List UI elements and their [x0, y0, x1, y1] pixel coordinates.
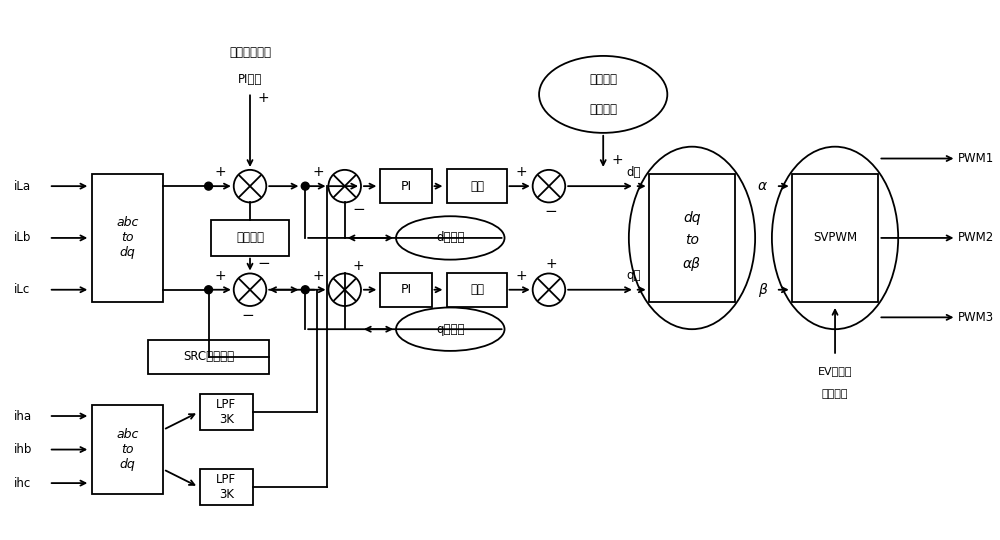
Text: d轴: d轴	[626, 166, 641, 179]
Circle shape	[234, 170, 266, 202]
Text: 限幅: 限幅	[470, 180, 484, 193]
Text: PI: PI	[400, 284, 411, 296]
Ellipse shape	[396, 307, 505, 351]
Ellipse shape	[539, 56, 667, 133]
Text: LPF
3K: LPF 3K	[216, 398, 236, 426]
Circle shape	[301, 286, 309, 294]
Text: αβ: αβ	[683, 256, 701, 271]
Text: SVPWM: SVPWM	[813, 232, 857, 245]
Bar	[92, 174, 163, 302]
Text: 限幅: 限幅	[470, 284, 484, 296]
Text: β: β	[758, 283, 767, 297]
Text: +: +	[312, 165, 324, 179]
Text: −: −	[242, 308, 254, 323]
Circle shape	[328, 273, 361, 306]
Text: iLb: iLb	[14, 232, 32, 245]
Bar	[447, 273, 507, 307]
Text: dq: dq	[683, 211, 701, 225]
Text: ihb: ihb	[14, 443, 33, 456]
Text: +: +	[545, 257, 557, 271]
Bar	[447, 170, 507, 203]
Text: 功率因素: 功率因素	[236, 232, 264, 245]
Text: abc
to
dq: abc to dq	[116, 428, 139, 471]
Text: +: +	[353, 259, 364, 273]
Text: +: +	[257, 91, 269, 105]
Text: +: +	[515, 165, 527, 179]
Bar	[792, 174, 878, 302]
Circle shape	[205, 182, 213, 190]
Text: d轴解耦: d轴解耦	[436, 232, 465, 245]
Text: abc
to
dq: abc to dq	[116, 217, 139, 259]
Text: iLa: iLa	[14, 180, 31, 193]
Circle shape	[533, 170, 565, 202]
Text: +: +	[215, 165, 226, 179]
Bar	[211, 220, 289, 256]
Text: q轴解耦: q轴解耦	[436, 323, 465, 336]
Text: q轴: q轴	[626, 269, 641, 282]
Text: +: +	[515, 269, 527, 283]
Bar	[200, 394, 253, 430]
Text: 周期计数: 周期计数	[822, 389, 848, 399]
Circle shape	[301, 182, 309, 190]
Text: +: +	[312, 269, 324, 283]
Bar	[148, 340, 269, 374]
Bar	[200, 469, 253, 505]
Circle shape	[328, 170, 361, 202]
Text: −: −	[352, 202, 365, 217]
Text: SRC投切电流: SRC投切电流	[183, 350, 234, 363]
Text: LPF
3K: LPF 3K	[216, 473, 236, 501]
Circle shape	[234, 273, 266, 306]
Text: PWM2: PWM2	[958, 232, 995, 245]
Bar	[92, 405, 163, 494]
Bar	[649, 174, 735, 302]
Text: to: to	[685, 233, 699, 247]
Ellipse shape	[396, 216, 505, 260]
Text: +: +	[611, 152, 623, 166]
Text: iLc: iLc	[14, 284, 30, 296]
Bar	[380, 170, 432, 203]
Text: PI: PI	[400, 180, 411, 193]
Text: −: −	[257, 255, 270, 271]
Text: +: +	[215, 269, 226, 283]
Text: iha: iha	[14, 409, 32, 422]
Circle shape	[205, 286, 213, 294]
Text: PWM1: PWM1	[958, 152, 995, 165]
Bar	[380, 273, 432, 307]
Text: PWM3: PWM3	[958, 311, 994, 324]
Text: PI输出: PI输出	[238, 73, 262, 86]
Text: α: α	[758, 179, 767, 193]
Text: ihc: ihc	[14, 477, 31, 490]
Text: 直流侧电压环: 直流侧电压环	[229, 46, 271, 59]
Text: −: −	[545, 204, 557, 219]
Text: 算法输出: 算法输出	[589, 103, 617, 116]
Text: 电压前馈: 电压前馈	[589, 73, 617, 86]
Circle shape	[533, 273, 565, 306]
Text: EV定时器: EV定时器	[818, 366, 852, 376]
